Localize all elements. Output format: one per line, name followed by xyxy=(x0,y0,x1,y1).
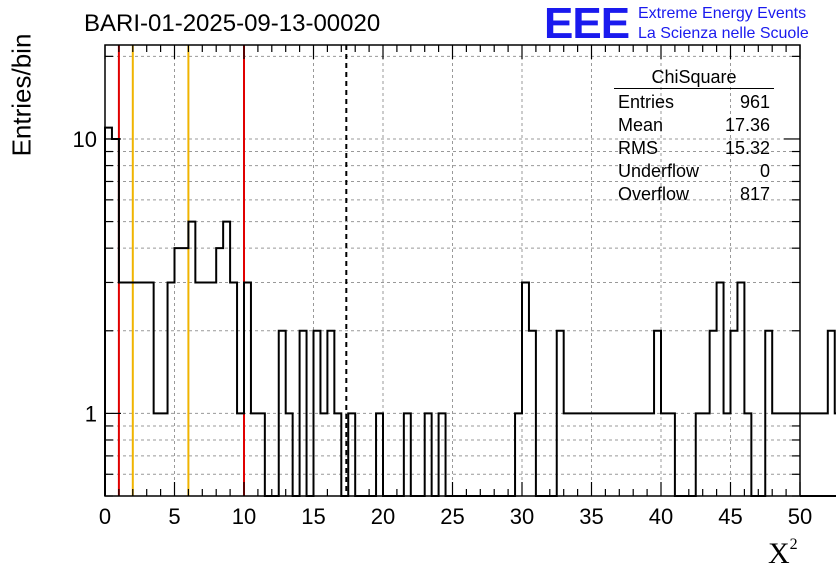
stats-row-underflow: Underflow 0 xyxy=(610,160,778,183)
y-axis-label-text: Entries/bin xyxy=(6,33,37,157)
stats-row-rms: RMS 15.32 xyxy=(610,137,778,160)
logo-line-1: Extreme Energy Events xyxy=(638,5,807,22)
x-tick-label: 45 xyxy=(718,504,742,529)
x-axis-label-base: X xyxy=(768,537,790,570)
x-tick-label: 30 xyxy=(510,504,534,529)
x-tick-label: 10 xyxy=(232,504,256,529)
x-axis-label-sup: 2 xyxy=(789,536,798,553)
stats-row-entries: Entries 961 xyxy=(610,91,778,114)
stats-value: 17.36 xyxy=(724,115,770,135)
y-tick-label: 10 xyxy=(73,127,97,152)
stats-label: Mean xyxy=(618,115,664,135)
stats-row-mean: Mean 17.36 xyxy=(610,114,778,137)
stats-value: 817 xyxy=(739,184,770,204)
eee-logo-text: Extreme Energy Events La Scienza nelle S… xyxy=(638,4,809,44)
x-axis-label: X2 xyxy=(768,536,798,571)
histogram-outline xyxy=(104,126,836,497)
stats-box: ChiSquare Entries 961 Mean 17.36 RMS 15.32 … xyxy=(610,66,778,206)
stats-value: 961 xyxy=(739,92,770,112)
x-tick-label: 5 xyxy=(168,504,180,529)
stats-label: Underflow xyxy=(618,161,700,181)
x-tick-label: 15 xyxy=(301,504,325,529)
x-tick-label: 50 xyxy=(788,504,812,529)
eee-logo: EEE xyxy=(544,0,630,48)
x-tick-label: 35 xyxy=(579,504,603,529)
y-tick-label: 1 xyxy=(85,401,97,426)
stats-row-overflow: Overflow 817 xyxy=(610,183,778,206)
stats-value: 0 xyxy=(759,161,770,181)
x-tick-label: 0 xyxy=(99,504,111,529)
stats-label: RMS xyxy=(618,138,658,158)
stats-label: Entries xyxy=(618,92,675,112)
stats-name: ChiSquare xyxy=(614,66,774,89)
x-tick-label: 20 xyxy=(371,504,395,529)
y-axis-label: Entries/bin xyxy=(4,0,40,190)
chart-title: BARI-01-2025-09-13-00020 xyxy=(84,10,381,37)
x-tick-label: 25 xyxy=(440,504,464,529)
logo-line-2: La Scienza nelle Scuole xyxy=(638,25,809,42)
stats-value: 15.32 xyxy=(724,138,770,158)
x-tick-label: 40 xyxy=(649,504,673,529)
stats-label: Overflow xyxy=(618,184,690,204)
